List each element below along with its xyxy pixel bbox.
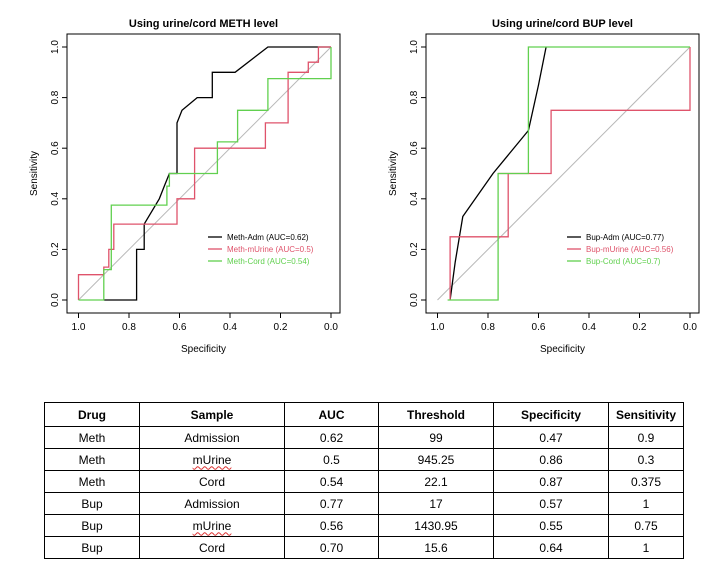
- x-tick-label: 1.0: [431, 322, 445, 333]
- y-tick-label: 0.2: [50, 242, 61, 256]
- cell-specificity: 0.55: [493, 514, 609, 537]
- header-sensitivity: Sensitivity: [608, 402, 684, 427]
- x-tick-label: 0.2: [274, 322, 288, 333]
- header-sample: Sample: [139, 402, 285, 427]
- header-threshold: Threshold: [378, 402, 494, 427]
- y-tick-label: 0.6: [50, 141, 61, 155]
- legend-box: [202, 229, 334, 275]
- y-tick-label: 0.2: [409, 242, 420, 256]
- bup-roc-chart: Using urine/cord BUP level 1.0 0.8 0.6 0.4 0.…: [388, 18, 700, 355]
- x-tick-label: 0.2: [633, 322, 647, 333]
- cell-sensitivity: 0.9: [608, 426, 684, 449]
- legend-label: Bup-Cord (AUC=0.7): [586, 257, 661, 266]
- cell-threshold: 945.25: [378, 448, 494, 471]
- y-tick-label: 0.6: [409, 141, 420, 155]
- y-tick-label: 0.0: [50, 293, 61, 307]
- cell-threshold: 22.1: [378, 470, 494, 493]
- table-header-row: Drug Sample AUC Threshold Specificity Se…: [44, 402, 684, 427]
- table-row: Bup mUrine 0.56 1430.95 0.55 0.75: [44, 514, 684, 537]
- cell-sample: mUrine: [139, 514, 285, 537]
- cell-drug: Bup: [44, 492, 140, 515]
- roc-curve-1: [449, 46, 547, 301]
- x-tick-label: 0.8: [481, 322, 495, 333]
- cell-drug: Bup: [44, 514, 140, 537]
- table-row: Meth mUrine 0.5 945.25 0.86 0.3: [44, 448, 684, 471]
- chart-title: Using urine/cord METH level: [129, 18, 278, 30]
- legend-label: Meth-Cord (AUC=0.54): [227, 257, 310, 266]
- cell-auc: 0.56: [284, 514, 379, 537]
- y-axis-label: Sensitivity: [29, 151, 40, 196]
- x-axis-label: Specificity: [540, 344, 585, 355]
- cell-auc: 0.5: [284, 448, 379, 471]
- cell-sample: Cord: [139, 470, 285, 493]
- x-tick-label: 0.6: [532, 322, 546, 333]
- cell-auc: 0.70: [284, 536, 379, 559]
- cell-specificity: 0.57: [493, 492, 609, 515]
- legend-label: Bup-mUrine (AUC=0.56): [586, 245, 674, 254]
- y-axis-label: Sensitivity: [388, 151, 399, 196]
- meth-roc-chart: Using urine/cord METH level 1.0 0.8 0.6 0.4 0…: [29, 18, 341, 355]
- table-row: Meth Cord 0.54 22.1 0.87 0.375: [44, 470, 684, 493]
- x-tick-label: 1.0: [72, 322, 86, 333]
- cell-threshold: 17: [378, 492, 494, 515]
- cell-auc: 0.54: [284, 470, 379, 493]
- y-tick-label: 0.8: [409, 90, 420, 104]
- legend-label: Bup-Adm (AUC=0.77): [586, 233, 664, 242]
- cell-drug: Meth: [44, 448, 140, 471]
- y-tick-label: 0.0: [409, 293, 420, 307]
- header-specificity: Specificity: [493, 402, 609, 427]
- cell-drug: Meth: [44, 426, 140, 449]
- cell-sensitivity: 0.375: [608, 470, 684, 493]
- cell-specificity: 0.47: [493, 426, 609, 449]
- cell-threshold: 1430.95: [378, 514, 494, 537]
- header-drug: Drug: [44, 402, 140, 427]
- y-tick-label: 1.0: [50, 40, 61, 54]
- legend-box: [561, 229, 693, 275]
- x-tick-label: 0.4: [223, 322, 237, 333]
- y-tick-label: 1.0: [409, 40, 420, 54]
- header-auc: AUC: [284, 402, 379, 427]
- plot-frame: [66, 33, 341, 314]
- roc-curve-2: [77, 46, 331, 300]
- plot-frame: [425, 33, 700, 314]
- cell-auc: 0.77: [284, 492, 379, 515]
- x-tick-label: 0.0: [324, 322, 338, 333]
- cell-specificity: 0.87: [493, 470, 609, 493]
- cell-sensitivity: 1: [608, 492, 684, 515]
- cell-sensitivity: 1: [608, 536, 684, 559]
- chart-title: Using urine/cord BUP level: [492, 18, 633, 30]
- cell-threshold: 15.6: [378, 536, 494, 559]
- cell-sensitivity: 0.75: [608, 514, 684, 537]
- roc-curve-3: [78, 47, 332, 301]
- cell-sensitivity: 0.3: [608, 448, 684, 471]
- x-tick-label: 0.6: [173, 322, 187, 333]
- x-tick-label: 0.0: [683, 322, 697, 333]
- y-tick-label: 0.4: [50, 191, 61, 205]
- table-row: Bup Cord 0.70 15.6 0.64 1: [44, 536, 684, 559]
- cell-sample-text: mUrine: [192, 518, 232, 533]
- cell-sample: Admission: [139, 492, 285, 515]
- x-tick-label: 0.4: [582, 322, 596, 333]
- x-tick-label: 0.8: [122, 322, 136, 333]
- cell-sample: Cord: [139, 536, 285, 559]
- legend-label: Meth-Adm (AUC=0.62): [227, 233, 309, 242]
- roc-curve-3: [447, 46, 690, 301]
- cell-threshold: 99: [378, 426, 494, 449]
- results-table: Drug Sample AUC Threshold Specificity Se…: [44, 402, 684, 559]
- cell-sample-text: mUrine: [192, 452, 232, 467]
- x-axis-label: Specificity: [181, 344, 226, 355]
- y-tick-label: 0.8: [50, 90, 61, 104]
- cell-auc: 0.62: [284, 426, 379, 449]
- table-row: Bup Admission 0.77 17 0.57 1: [44, 492, 684, 515]
- y-tick-label: 0.4: [409, 191, 420, 205]
- diagonal-reference-line: [437, 46, 691, 301]
- table-row: Meth Admission 0.62 99 0.47 0.9: [44, 426, 684, 449]
- cell-drug: Bup: [44, 536, 140, 559]
- cell-sample: Admission: [139, 426, 285, 449]
- cell-sample: mUrine: [139, 448, 285, 471]
- legend-label: Meth-mUrine (AUC=0.5): [227, 245, 314, 254]
- cell-specificity: 0.64: [493, 536, 609, 559]
- cell-specificity: 0.86: [493, 448, 609, 471]
- cell-drug: Meth: [44, 470, 140, 493]
